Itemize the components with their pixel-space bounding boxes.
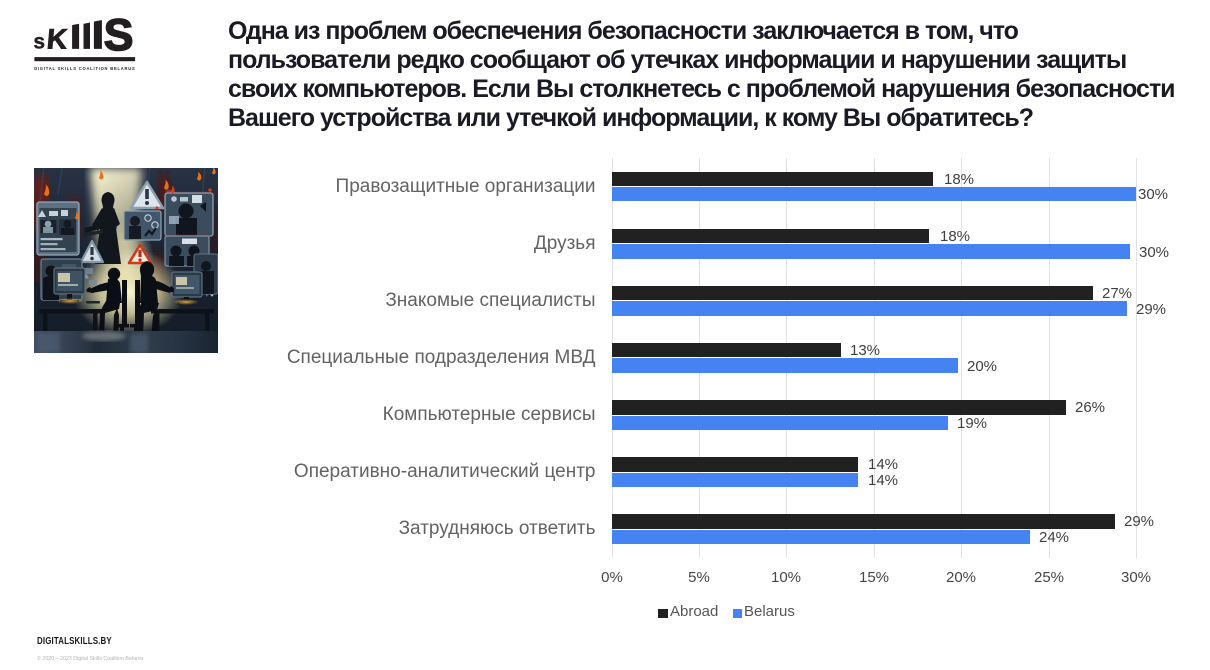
svg-text:K: K — [46, 23, 69, 54]
svg-text:s: s — [34, 30, 45, 53]
svg-text:DIGITAL SKILLS COALITION BELAR: DIGITAL SKILLS COALITION BELARUS — [34, 66, 135, 71]
svg-text:S: S — [104, 16, 134, 60]
